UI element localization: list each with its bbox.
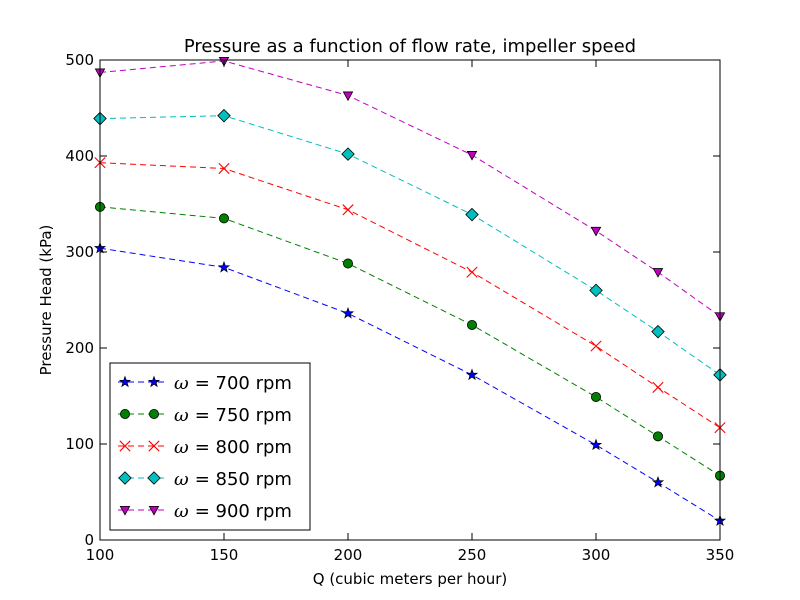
data-point bbox=[217, 108, 231, 123]
data-point bbox=[653, 431, 664, 442]
legend-entry: ω = 900 rpm bbox=[118, 501, 292, 522]
legend-marker bbox=[118, 375, 132, 388]
data-point bbox=[466, 151, 478, 161]
legend-entry: ω = 750 rpm bbox=[118, 405, 292, 426]
legend: ω = 700 rpm ω = 750 rpm ω = 800 rpm ω = 850 rpm… bbox=[109, 362, 311, 531]
data-point bbox=[341, 306, 355, 319]
legend-marker bbox=[148, 408, 159, 419]
data-point bbox=[589, 438, 603, 451]
legend-marker bbox=[147, 375, 161, 388]
data-point bbox=[652, 381, 664, 393]
x-tick-label: 350 bbox=[706, 546, 735, 564]
data-point bbox=[342, 91, 354, 102]
y-tick-label: 100 bbox=[65, 435, 94, 453]
legend-label: ω = 850 rpm bbox=[174, 469, 292, 490]
data-point bbox=[652, 268, 664, 278]
y-tick-label: 0 bbox=[84, 531, 94, 549]
data-point bbox=[341, 147, 355, 161]
x-tick-label: 200 bbox=[334, 546, 363, 564]
data-point bbox=[217, 260, 231, 273]
x-tick-label: 250 bbox=[458, 546, 487, 564]
legend-label: ω = 700 rpm bbox=[174, 373, 292, 394]
data-point bbox=[218, 162, 230, 175]
legend-marker bbox=[148, 505, 160, 516]
legend-marker bbox=[118, 471, 132, 485]
legend-marker bbox=[119, 440, 131, 452]
chart-title: Pressure as a function of flow rate, imp… bbox=[184, 36, 636, 57]
legend-marker bbox=[148, 440, 160, 452]
plot-frame bbox=[99, 59, 721, 541]
y-tick-label: 500 bbox=[65, 51, 94, 69]
data-point bbox=[589, 283, 603, 298]
series-3 bbox=[93, 108, 727, 382]
legend-label: ω = 750 rpm bbox=[174, 405, 292, 426]
data-point bbox=[591, 391, 602, 402]
legend-marker bbox=[119, 505, 131, 516]
data-point bbox=[465, 207, 479, 222]
data-point bbox=[466, 266, 478, 278]
y-tick-label: 400 bbox=[65, 147, 94, 165]
data-point bbox=[651, 324, 665, 339]
data-point bbox=[651, 475, 665, 488]
x-tick-label: 300 bbox=[582, 546, 611, 564]
series-4 bbox=[94, 56, 726, 322]
legend-entry: ω = 800 rpm bbox=[118, 437, 292, 458]
data-point bbox=[342, 204, 354, 216]
x-tick-label: 150 bbox=[210, 546, 239, 564]
legend-label: ω = 900 rpm bbox=[174, 501, 292, 522]
legend-marker bbox=[147, 471, 161, 485]
data-point bbox=[465, 368, 479, 381]
legend-entry: ω = 700 rpm bbox=[118, 373, 292, 394]
data-point bbox=[590, 226, 602, 237]
x-tick-label: 100 bbox=[86, 546, 115, 564]
data-point bbox=[342, 258, 353, 269]
y-axis-label: Pressure Head (kPa) bbox=[37, 225, 55, 376]
legend-label: ω = 800 rpm bbox=[174, 437, 292, 458]
data-point bbox=[590, 340, 602, 352]
y-tick-label: 200 bbox=[65, 339, 94, 357]
series-line bbox=[99, 115, 721, 376]
y-tick-label: 300 bbox=[65, 243, 94, 261]
legend-marker bbox=[120, 408, 131, 419]
x-axis-label: Q (cubic meters per hour) bbox=[313, 570, 507, 588]
series-line bbox=[99, 60, 721, 317]
data-point bbox=[218, 213, 229, 224]
data-point bbox=[466, 319, 477, 330]
legend-entry: ω = 850 rpm bbox=[118, 469, 292, 490]
